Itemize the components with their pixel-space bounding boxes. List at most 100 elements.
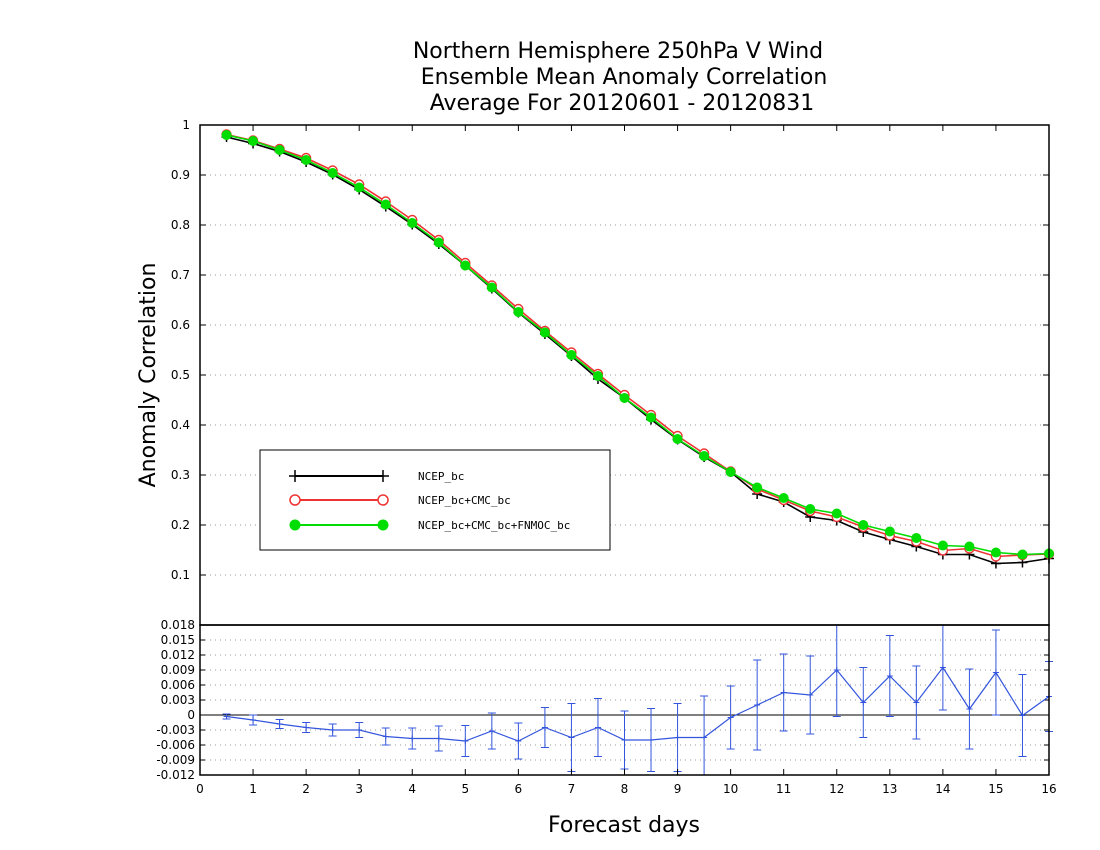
x-tick-label: 11 [776, 782, 791, 796]
lower-panel: 0.0180.0150.0120.0090.0060.0030-0.003-0.… [156, 125, 1057, 796]
x-tick-label: 13 [882, 782, 897, 796]
legend-filled-circle-right [377, 519, 389, 531]
x-tick-label: 2 [302, 782, 310, 796]
series-3-point [990, 547, 1001, 558]
legend-label-2: NCEP_bc+CMC_bc [418, 494, 511, 507]
x-tick-label: 16 [1041, 782, 1056, 796]
legend-label-3: NCEP_bc+CMC_bc+FNMOC_bc [418, 519, 570, 532]
difference-line [226, 666, 1050, 742]
difference-point [886, 673, 893, 679]
lower-y-tick-label: 0.009 [161, 663, 195, 677]
difference-point [250, 717, 257, 723]
difference-point [648, 737, 655, 743]
series-3-point [884, 526, 895, 537]
x-tick-label: 3 [355, 782, 363, 796]
x-tick-label: 7 [568, 782, 576, 796]
difference-point [780, 689, 787, 696]
series-3-point [1017, 549, 1028, 560]
series-3-point [619, 393, 630, 403]
difference-point [621, 737, 628, 743]
upper-y-tick-label: 0.6 [171, 318, 190, 332]
difference-point [488, 728, 495, 734]
upper-y-tick-label: 0.2 [171, 518, 190, 532]
series-3-point [911, 533, 922, 543]
series-3-point [539, 327, 550, 338]
series-3-point [964, 541, 975, 552]
series-3-point [354, 182, 365, 193]
difference-point [303, 724, 310, 731]
lower-y-tick-label: 0 [187, 708, 195, 722]
series-3-point [486, 282, 497, 293]
difference-point [966, 706, 973, 712]
series-3-point [248, 136, 259, 146]
difference-point [939, 664, 946, 671]
upper-y-tick-label: 0.8 [171, 218, 190, 232]
series-3-point [646, 412, 657, 423]
difference-point [701, 734, 708, 741]
series-3-point [778, 493, 789, 503]
lower-y-tick-label: 0.003 [161, 693, 195, 707]
legend-plus-marker-left [289, 470, 301, 482]
difference-point [541, 724, 548, 731]
chart-title-line-1: Northern Hemisphere 250hPa V Wind [413, 39, 823, 64]
legend-plus-marker-right [377, 470, 389, 482]
x-tick-label: 6 [515, 782, 523, 796]
difference-point [568, 734, 575, 741]
difference-point [674, 734, 681, 741]
series-3-point [672, 434, 683, 444]
difference-point [462, 738, 469, 744]
x-tick-label: 15 [988, 782, 1003, 796]
difference-point [356, 727, 363, 733]
series-3-point [407, 218, 418, 228]
series-3-point [274, 145, 285, 155]
upper-y-tick-label: 0.4 [171, 418, 190, 432]
difference-point [435, 735, 442, 742]
x-tick-label: 9 [674, 782, 682, 796]
series-3-point [433, 237, 444, 248]
series-3-point [513, 307, 524, 317]
lower-y-tick-label: 0.006 [161, 678, 195, 692]
lower-y-tick-label: 0.015 [161, 633, 195, 647]
lower-y-tick-label: -0.006 [156, 738, 195, 752]
series-3-point [460, 260, 471, 271]
series-3-point [221, 130, 232, 140]
series-3-point [831, 508, 842, 519]
series-3-point [301, 155, 312, 165]
lower-y-tick-label: 0.012 [161, 648, 195, 662]
difference-point [727, 714, 734, 721]
difference-point [276, 721, 283, 727]
series-3-point [752, 482, 763, 493]
difference-point [409, 735, 416, 742]
series-3-point [380, 199, 391, 210]
x-tick-label: 8 [621, 782, 629, 796]
upper-panel: 1 0.9 0.8 0.7 0.6 0.5 0.4 0.3 0.2 0.1 [171, 118, 1055, 626]
lower-y-tick-label: -0.009 [156, 753, 195, 767]
series-3-point [725, 467, 736, 477]
difference-point [594, 724, 601, 731]
x-tick-label: 5 [461, 782, 469, 796]
series-3-point [699, 451, 710, 461]
legend-entry-1: NCEP_bc [289, 470, 464, 483]
difference-point [754, 702, 761, 708]
series-3-point [566, 350, 577, 360]
difference-point [833, 667, 840, 673]
series-3-point [858, 520, 869, 530]
chart-title-line-2: Ensemble Mean Anomaly Correlation [421, 65, 828, 90]
x-tick-label: 14 [935, 782, 950, 796]
upper-y-tick-label: 0.7 [171, 268, 190, 282]
x-tick-label: 1 [249, 782, 257, 796]
series-3-point [592, 371, 603, 381]
upper-y-tick-label: 1 [182, 118, 190, 132]
legend: NCEP_bc NCEP_bc+CMC_bc NCEP_bc+CMC_bc+FN… [259, 449, 611, 551]
x-tick-label: 0 [196, 782, 204, 796]
difference-point [382, 733, 389, 740]
legend-filled-circle-left [289, 519, 301, 531]
lower-y-tick-label: -0.012 [156, 768, 195, 782]
series-3-point [805, 504, 816, 514]
lower-y-tick-label: -0.003 [156, 723, 195, 737]
series-3-point [327, 168, 338, 178]
legend-entry-3: NCEP_bc+CMC_bc+FNMOC_bc [289, 519, 570, 532]
series-3-point [937, 540, 948, 551]
difference-point [1019, 712, 1026, 719]
